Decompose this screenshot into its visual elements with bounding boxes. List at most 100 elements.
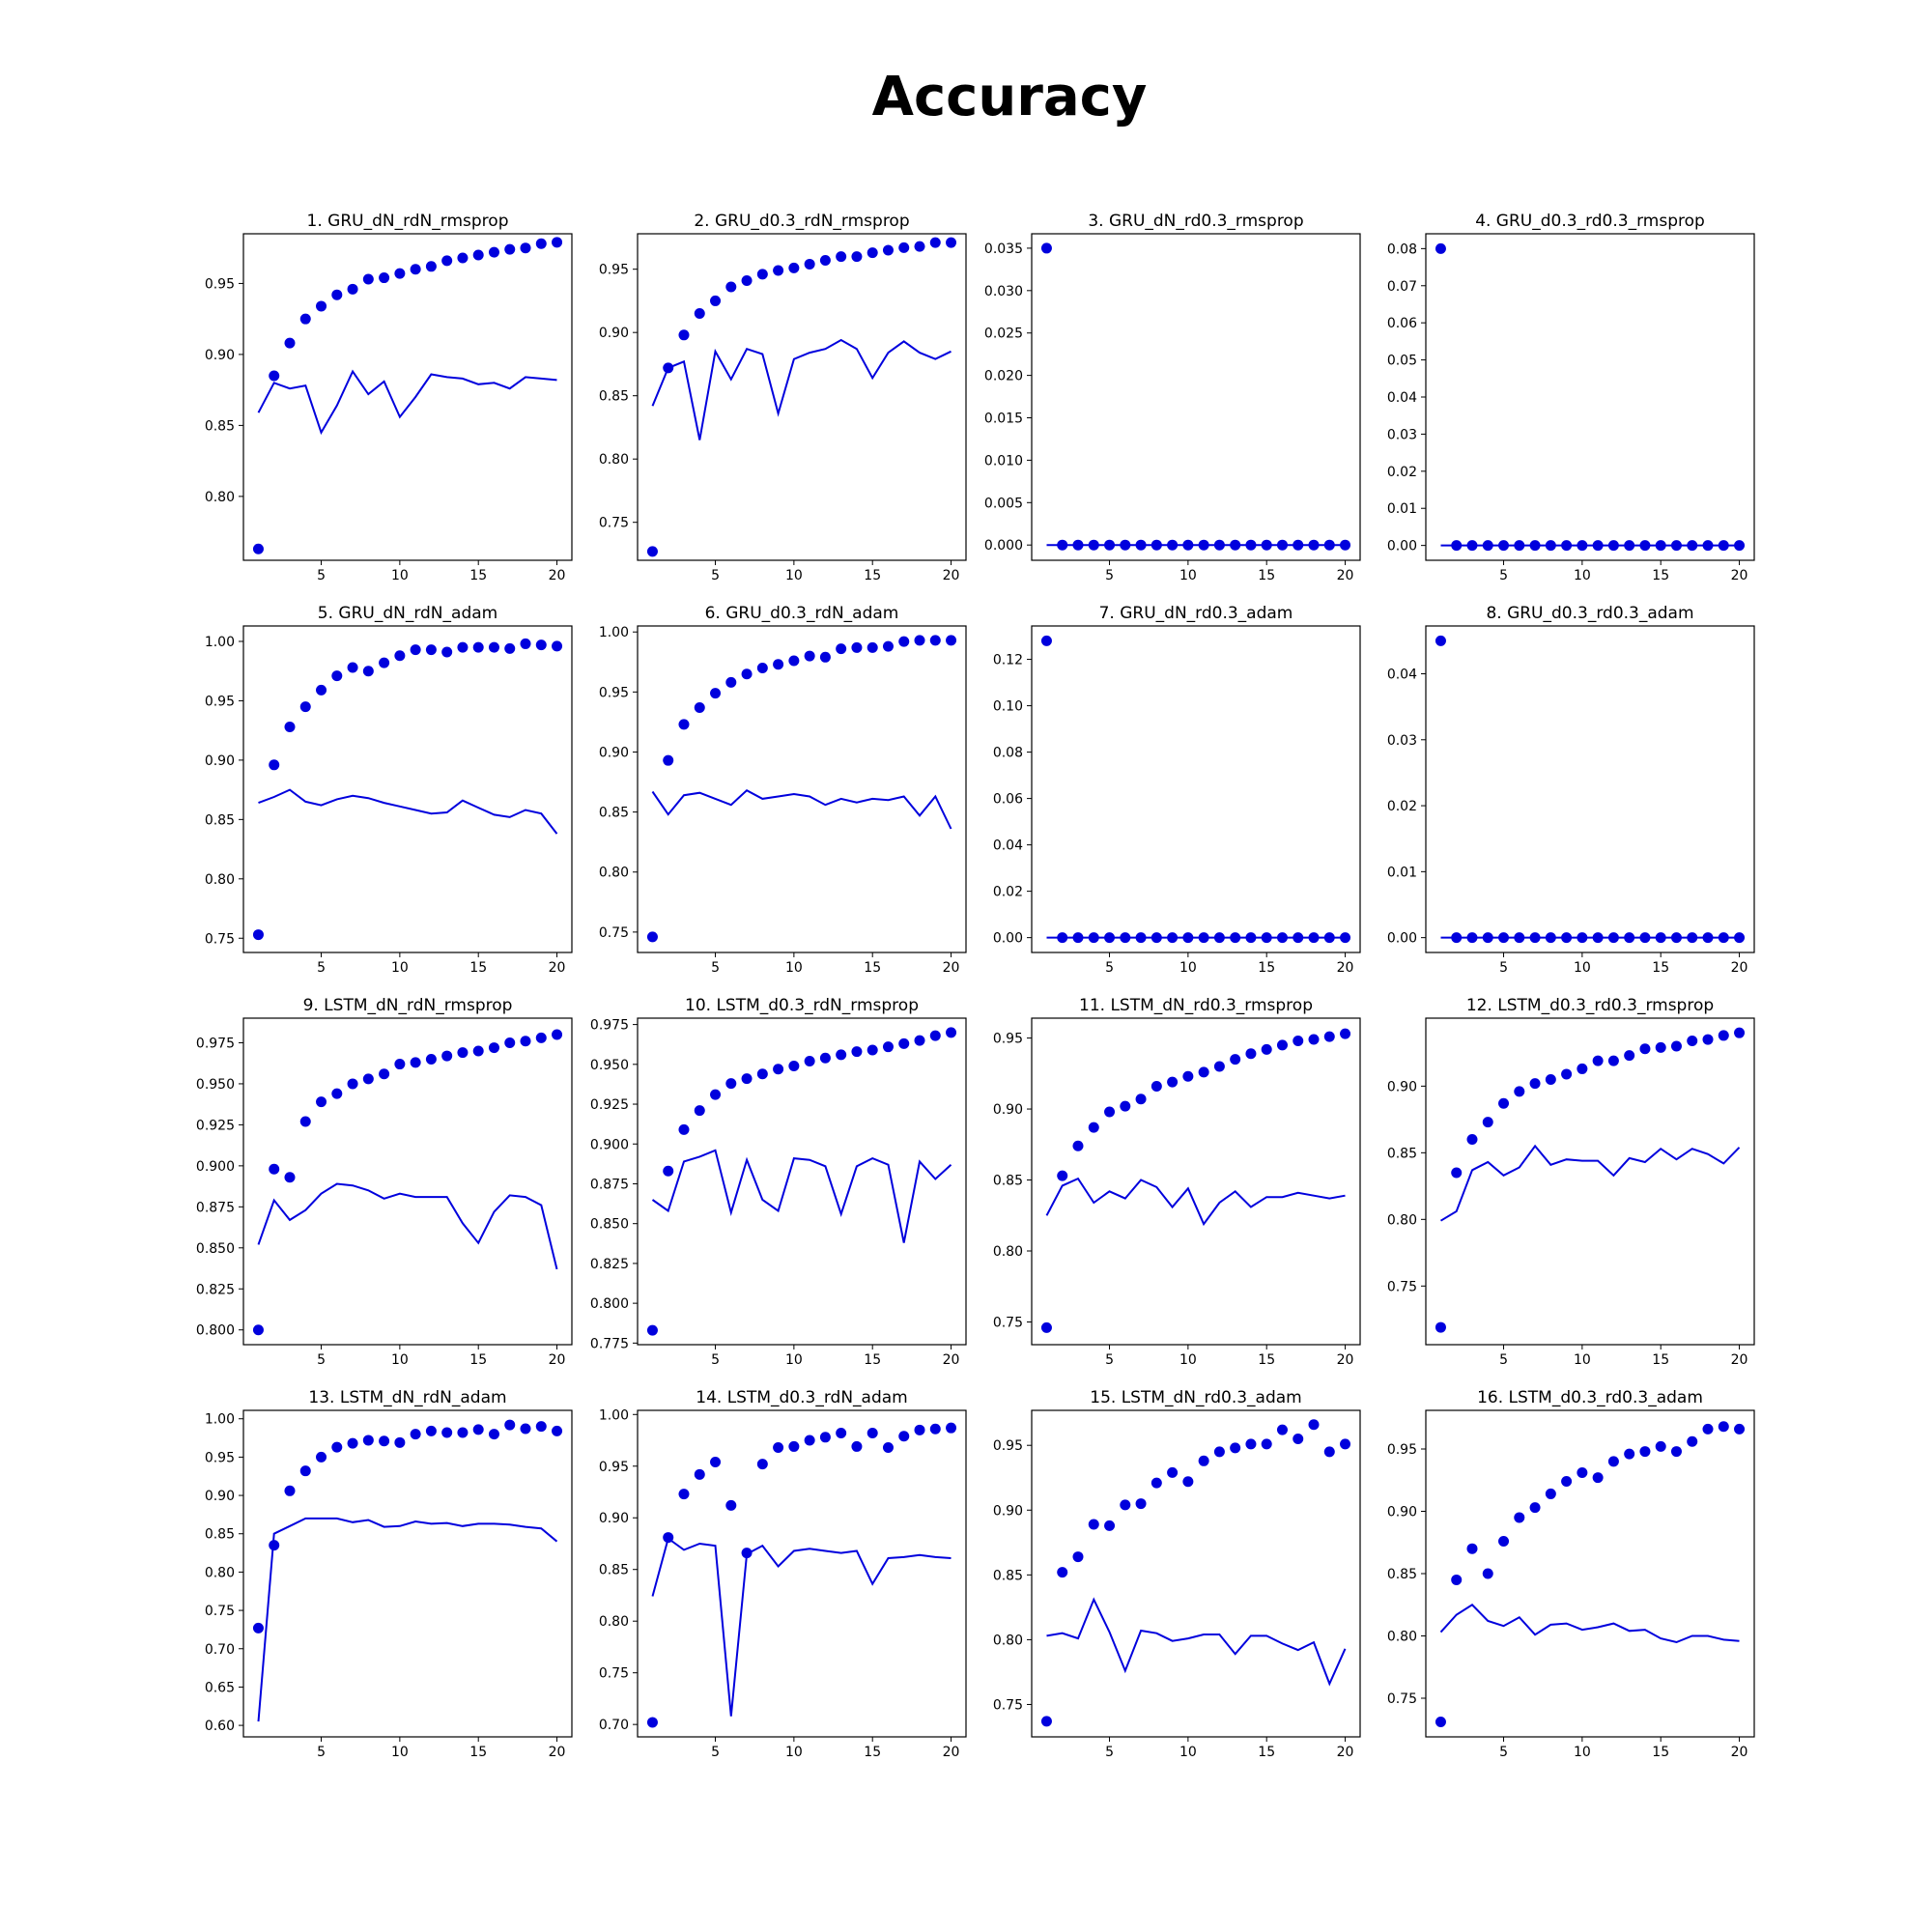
train-accuracy-point [504,1037,516,1048]
train-accuracy-point [756,1068,768,1080]
y-tick-label: 0.00 [993,931,1023,947]
val-accuracy-line [651,788,952,830]
train-accuracy-point [1435,1321,1446,1333]
train-accuracy-point [1545,1073,1556,1085]
train-accuracy-point [1639,1043,1651,1055]
train-accuracy-point [788,262,800,273]
train-accuracy-point [725,676,737,688]
train-accuracy-point [898,1037,910,1049]
subplot-6: 6. GRU_d0.3_rdN_adam 5 10 15 20 0.75 0.80 0.85 0… [599,604,967,976]
y-tick-label: 0.825 [196,1282,235,1297]
x-tick-label: 5 [1105,568,1114,583]
plot-frame [1425,233,1755,561]
train-accuracy-point [929,635,941,646]
y-tick-label: 0.75 [599,516,629,531]
subplot-title: 11. LSTM_dN_rd0.3_rmsprop [1079,996,1313,1015]
y-tick-label: 0.975 [590,1018,629,1034]
train-accuracy-point [410,264,421,275]
x-tick-label: 20 [1337,1745,1354,1760]
y-tick-label: 0.90 [1387,1504,1417,1520]
train-accuracy-point [410,1429,421,1440]
train-accuracy-point [1276,1424,1288,1435]
subplot-11: 11. LSTM_dN_rd0.3_rmsprop 5 10 15 20 0.75 0.80… [993,996,1361,1368]
train-accuracy-point [410,644,421,656]
train-accuracy-point [1340,1028,1351,1039]
y-tick-label: 0.005 [984,496,1023,511]
train-accuracy-point [646,931,658,943]
y-tick-label: 0.800 [196,1323,235,1339]
x-tick-label: 5 [1499,960,1508,976]
train-accuracy-point [646,1717,658,1728]
train-accuracy-point [1687,1035,1698,1046]
train-accuracy-point [1670,1040,1682,1052]
subplot-15: 15. LSTM_dN_rd0.3_adam 5 10 15 20 0.75 0.80 0.8… [993,1388,1361,1760]
subplot-title: 3. GRU_dN_rd0.3_rmsprop [1088,212,1303,231]
y-tick-label: 0.12 [993,653,1023,668]
y-tick-label: 0.75 [993,1697,1023,1713]
y-tick-label: 0.04 [993,838,1023,854]
y-tick-label: 0.75 [1387,1691,1417,1707]
y-tick-label: 0.850 [590,1217,629,1233]
y-tick-label: 0.95 [993,1438,1023,1454]
plot-frame [1031,625,1361,953]
plot-frame [1031,233,1361,561]
train-accuracy-point [1514,1512,1525,1523]
train-accuracy-point [929,237,941,248]
val-accuracy-line [1439,1604,1740,1644]
train-accuracy-point [299,701,311,713]
train-accuracy-point [520,1036,531,1047]
train-accuracy-point [882,1041,894,1053]
y-tick-label: 0.95 [993,1032,1023,1047]
train-accuracy-point [284,1485,296,1496]
y-tick-label: 0.80 [599,866,629,881]
y-tick-label: 0.85 [205,418,235,434]
train-accuracy-point [710,688,722,699]
train-accuracy-point [552,1425,563,1436]
y-tick-label: 0.04 [1387,668,1417,683]
subplot-3: 3. GRU_dN_rd0.3_rmsprop 5 10 15 20 0.000 0.005… [984,212,1361,583]
train-accuracy-point [1323,1446,1335,1458]
y-tick-label: 0.06 [993,792,1023,808]
x-tick-label: 5 [317,568,326,583]
x-tick-label: 15 [864,1745,881,1760]
train-accuracy-point [1435,1717,1446,1728]
y-tick-label: 0.95 [599,1460,629,1475]
x-tick-label: 20 [1731,1745,1748,1760]
subplot-13: 13. LSTM_dN_rdN_adam 5 10 15 20 0.60 0.65 0.70 0… [205,1388,573,1760]
y-tick-label: 0.80 [205,872,235,888]
train-accuracy-point [252,1324,264,1336]
train-accuracy-point [379,1068,390,1080]
train-accuracy-point [1466,1134,1478,1146]
train-accuracy-point [472,1045,484,1057]
train-accuracy-point [269,759,280,771]
x-tick-label: 15 [864,568,881,583]
train-accuracy-point [898,1431,910,1442]
val-accuracy-line [257,1517,558,1722]
y-tick-label: 0.95 [599,685,629,700]
train-accuracy-point [362,1435,374,1446]
train-accuracy-point [694,1105,705,1117]
train-accuracy-point [1529,1078,1541,1090]
y-tick-label: 1.00 [205,635,235,650]
train-accuracy-point [1040,635,1052,646]
train-accuracy-point [410,1057,421,1068]
x-tick-label: 20 [549,568,566,583]
train-accuracy-point [1120,1100,1131,1112]
y-tick-label: 0.900 [590,1137,629,1152]
y-tick-label: 0.85 [993,1174,1023,1189]
y-tick-label: 0.01 [1387,501,1417,517]
y-tick-label: 0.75 [599,1666,629,1682]
train-accuracy-point [756,269,768,280]
train-accuracy-point [1072,1551,1084,1563]
train-accuracy-point [882,640,894,652]
train-accuracy-point [773,265,784,276]
val-accuracy-line [651,1536,952,1717]
train-accuracy-point [1451,1574,1463,1585]
train-accuracy-point [819,1432,831,1443]
subplot-12: 12. LSTM_d0.3_rd0.3_rmsprop 5 10 15 20 0.75 0.… [1387,996,1755,1368]
train-accuracy-point [1734,1027,1746,1038]
x-tick-label: 5 [317,1352,326,1368]
train-accuracy-point [1482,1568,1493,1579]
y-tick-label: 0.035 [984,242,1023,257]
plot-frame [242,233,573,561]
